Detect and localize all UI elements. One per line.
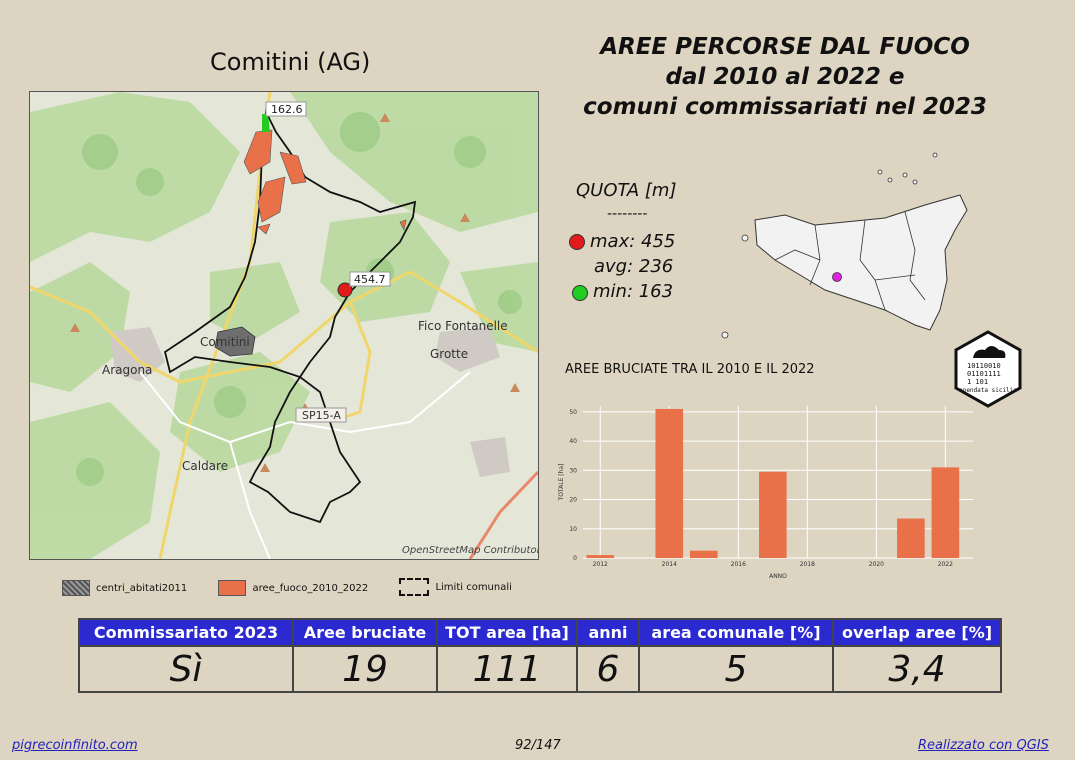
header-area-comunale: area comunale [%]: [638, 618, 834, 647]
chart-x-axis-label: ANNO: [769, 573, 787, 580]
quota-title: QUOTA [m]: [576, 180, 677, 201]
main-title-line-3: comuni commissariati nel 2023: [583, 94, 987, 120]
chart-bar-2015: [689, 550, 718, 558]
stats-value-row: Sì 19 111 6 5 3,4: [78, 645, 1002, 693]
opendata-sicilia-logo: 10110010 01101111 1 101 opendata sicilia: [954, 330, 1022, 408]
header-anni: anni: [576, 618, 640, 647]
map-canvas: 162.6 454.7 Fico Fontanelle Grotte Arago…: [30, 92, 538, 559]
min-dot-icon: [572, 285, 588, 301]
legend-item-centri: centri_abitati2011: [62, 580, 187, 596]
chart-xtick-1: 2014: [662, 561, 677, 568]
footer-site-link[interactable]: pigrecoinfinito.com: [12, 738, 138, 753]
stats-header-row: Commissariato 2023 Aree bruciate TOT are…: [78, 618, 1002, 647]
map-legend: centri_abitati2011 aree_fuoco_2010_2022 …: [62, 578, 540, 599]
chart-ytick-0: 0: [573, 555, 577, 562]
chart-xtick-2: 2016: [731, 561, 746, 568]
chart-xtick-5: 2022: [938, 561, 953, 568]
logo-text: opendata sicilia: [959, 387, 1017, 394]
value-aree-bruciate: 19: [292, 645, 438, 693]
page-number: 92/147: [515, 738, 561, 753]
chart-ytick-3: 30: [569, 467, 577, 474]
main-title-line-2: dal 2010 al 2022 e: [665, 64, 905, 90]
value-tot-area: 111: [436, 645, 578, 693]
municipality-map[interactable]: 162.6 454.7 Fico Fontanelle Grotte Arago…: [29, 91, 539, 560]
sicily-inset-map: [721, 152, 968, 339]
burned-area-chart: 2012 2014 2016 2018 2020 2022 0 10 20 30 40 50 ANN…: [558, 406, 973, 580]
header-aree-bruciate: Aree bruciate: [292, 618, 438, 647]
boundary-swatch-icon: [399, 578, 430, 596]
svg-text:10110010: 10110010: [967, 362, 1001, 370]
svg-text:01101111: 01101111: [967, 370, 1001, 378]
header-tot-area: TOT area [ha]: [436, 618, 578, 647]
burned-swatch-icon: [218, 580, 247, 596]
comitini-label: Comitini: [200, 335, 250, 349]
main-title-line-1: AREE PERCORSE DAL FUOCO: [600, 34, 970, 60]
chart-xtick-3: 2018: [800, 561, 815, 568]
chart-bar-2021: [897, 518, 925, 558]
fico-fontanelle-label: Fico Fontanelle: [418, 319, 508, 333]
main-title: AREE PERCORSE DAL FUOCO dal 2010 al 2022…: [575, 32, 995, 122]
peak-center-label: 454.7: [354, 273, 386, 286]
quota-min: min: 163: [593, 281, 674, 302]
road-label: SP15-A: [302, 409, 341, 422]
chart-title: AREE BRUCIATE TRA IL 2010 E IL 2022: [565, 362, 815, 377]
chart-xtick-0: 2012: [593, 561, 608, 568]
value-area-comunale: 5: [638, 645, 834, 693]
chart-bar-2022: [931, 467, 960, 558]
chart-ytick-5: 50: [569, 409, 577, 416]
legend-limiti-label: Limiti comunali: [435, 581, 512, 593]
grotte-label: Grotte: [430, 347, 468, 361]
chart-ytick-1: 10: [569, 526, 577, 533]
max-elevation-marker: [337, 282, 353, 298]
legend-item-limiti: Limiti comunali: [399, 578, 512, 596]
header-overlap: overlap aree [%]: [832, 618, 1002, 647]
comitini-location-marker: [832, 272, 842, 282]
legend-item-fuoco: aree_fuoco_2010_2022: [218, 580, 368, 596]
caldare-label: Caldare: [182, 459, 228, 473]
comune-boundary: [163, 108, 417, 524]
quota-max: max: 455: [590, 231, 676, 252]
legend-centri-label: centri_abitati2011: [96, 582, 188, 594]
value-commissariato: Sì: [78, 645, 294, 693]
comitini-urban-area: [214, 326, 256, 357]
stats-table: Commissariato 2023 Aree bruciate TOT are…: [78, 618, 1002, 693]
quota-separator: --------: [607, 206, 648, 222]
chart-xtick-4: 2020: [869, 561, 884, 568]
chart-ytick-2: 20: [569, 497, 577, 504]
peak-north-label: 162.6: [271, 103, 303, 116]
chart-ytick-4: 40: [569, 438, 577, 445]
quota-avg: avg: 236: [594, 256, 674, 277]
chart-y-axis-label: TOTALE [ha]: [558, 464, 565, 502]
value-overlap: 3,4: [832, 645, 1002, 693]
burned-areas: [243, 129, 407, 235]
comune-title: Comitini (AG): [210, 48, 371, 76]
header-commissariato: Commissariato 2023: [78, 618, 294, 647]
svg-text:1 101: 1 101: [967, 378, 988, 386]
max-dot-icon: [569, 234, 585, 250]
aragona-label: Aragona: [102, 363, 152, 377]
chart-bar-2012: [586, 555, 615, 558]
min-elevation-marker: [262, 114, 270, 132]
legend-fuoco-label: aree_fuoco_2010_2022: [252, 582, 369, 594]
map-attribution: OpenStreetMap Contributor: [402, 545, 538, 556]
footer-qgis-link[interactable]: Realizzato con QGIS: [918, 738, 1049, 753]
hatched-swatch-icon: [62, 580, 90, 596]
chart-bar-2014: [655, 408, 684, 558]
chart-bar-2017: [759, 471, 787, 558]
value-anni: 6: [576, 645, 640, 693]
